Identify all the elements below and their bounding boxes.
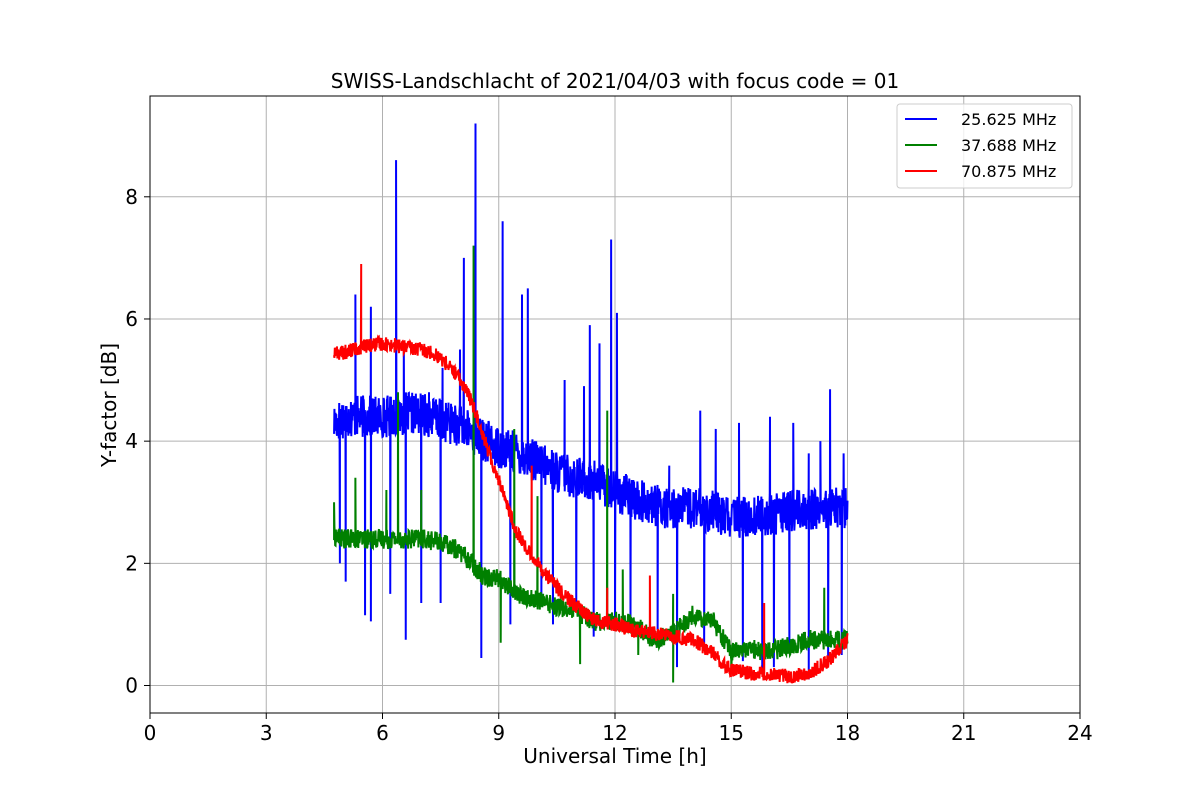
- x-tick-label: 6: [376, 721, 389, 745]
- series-line-3: [333, 263, 849, 684]
- legend-label: 37.688 MHz: [961, 136, 1056, 155]
- series-line-1: [333, 123, 849, 680]
- y-tick-label: 8: [125, 185, 138, 209]
- x-tick-label: 15: [719, 721, 744, 745]
- y-axis-label: Y-factor [dB]: [97, 343, 121, 468]
- x-tick-label: 24: [1067, 721, 1092, 745]
- chart-title: SWISS-Landschlacht of 2021/04/03 with fo…: [331, 69, 899, 93]
- x-tick-label: 18: [835, 721, 860, 745]
- x-tick-label: 21: [951, 721, 976, 745]
- legend-box: [896, 103, 1073, 189]
- x-axis-ticks: 0 3 6 9 12 15 18 21 24: [144, 713, 1093, 745]
- legend-label: 70.875 MHz: [961, 162, 1056, 181]
- x-axis-label: Universal Time [h]: [523, 744, 706, 768]
- y-tick-label: 2: [125, 551, 138, 575]
- legend-label: 25.625 MHz: [961, 110, 1056, 129]
- x-tick-label: 9: [492, 721, 505, 745]
- grid-lines: [150, 96, 1080, 713]
- x-tick-label: 0: [144, 721, 157, 745]
- y-axis-ticks: 0 2 4 6 8: [125, 185, 150, 698]
- x-tick-label: 3: [260, 721, 273, 745]
- legend: 25.625 MHz 37.688 MHz 70.875 MHz: [896, 103, 1073, 189]
- y-tick-label: 6: [125, 307, 138, 331]
- x-tick-label: 12: [602, 721, 627, 745]
- y-tick-label: 0: [125, 674, 138, 698]
- plot-series: [333, 123, 849, 684]
- y-tick-label: 4: [125, 429, 138, 453]
